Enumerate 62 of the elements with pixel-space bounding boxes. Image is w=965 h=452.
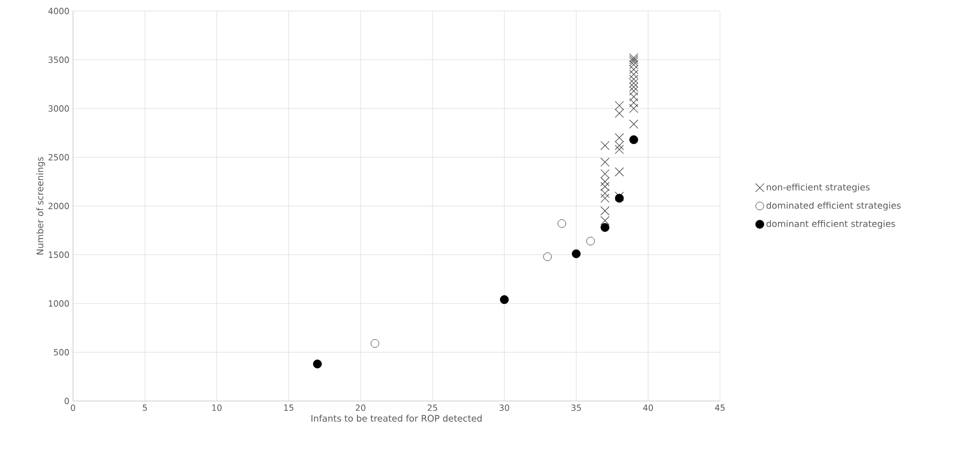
- y-tick-label: 1500: [48, 252, 69, 258]
- point: [629, 53, 638, 62]
- point: [500, 295, 509, 304]
- point: [629, 86, 638, 96]
- point: [600, 177, 610, 186]
- point: [614, 167, 624, 176]
- legend-label: dominated efficient strategies: [766, 202, 901, 211]
- y-tick-label: 1000: [48, 300, 69, 307]
- point: [629, 57, 638, 66]
- point: [629, 82, 638, 92]
- point: [543, 252, 552, 261]
- point: [614, 144, 624, 154]
- point: [600, 206, 610, 216]
- x-tick-label: 40: [643, 404, 653, 411]
- point: [629, 92, 638, 102]
- x-tick-label: 15: [284, 404, 294, 411]
- point: [629, 78, 638, 88]
- point: [614, 141, 624, 150]
- point: [629, 120, 638, 129]
- x-tick-label: 30: [500, 404, 510, 411]
- x-tick-label: 0: [70, 404, 76, 411]
- point: [629, 55, 638, 64]
- point: [572, 249, 581, 258]
- point: [629, 104, 638, 114]
- y-axis-title: Number of screenings: [36, 157, 46, 254]
- point: [313, 360, 322, 368]
- x-axis-title: Infants to be treated for ROP detected: [311, 414, 482, 422]
- point: [629, 70, 638, 79]
- x-tick-label: 35: [571, 404, 581, 411]
- point: [629, 64, 638, 74]
- point: [614, 133, 624, 142]
- x-tick-label: 10: [212, 404, 222, 411]
- point: [600, 158, 610, 167]
- point: [600, 169, 610, 178]
- point: [558, 219, 566, 228]
- x-tick-label: 45: [715, 404, 725, 411]
- point: [629, 60, 638, 70]
- point: [370, 339, 380, 348]
- point: [600, 188, 610, 198]
- point: [629, 98, 638, 108]
- point: [600, 216, 610, 226]
- point: [600, 141, 610, 150]
- x-tick-label: 5: [142, 404, 147, 411]
- legend-label: dominant efficient strategies: [766, 220, 896, 229]
- point: [600, 194, 610, 203]
- y-tick-label: 4000: [48, 8, 69, 14]
- y-tick-label: 0: [64, 398, 69, 404]
- y-tick-label: 500: [54, 349, 69, 356]
- y-tick-label: 3500: [48, 56, 69, 63]
- point: [586, 236, 595, 246]
- x-tick-label: 25: [428, 404, 438, 411]
- y-tick-label: 2000: [48, 202, 69, 210]
- point: [614, 101, 624, 110]
- point: [629, 135, 638, 144]
- legend-label: non-efficient strategies: [766, 184, 870, 192]
- point: [614, 108, 624, 118]
- x-tick-label: 20: [356, 404, 366, 411]
- point: [600, 182, 610, 192]
- y-tick-label: 3000: [48, 105, 69, 112]
- point: [629, 74, 638, 84]
- y-tick-label: 2500: [48, 154, 69, 160]
- point: [600, 223, 610, 232]
